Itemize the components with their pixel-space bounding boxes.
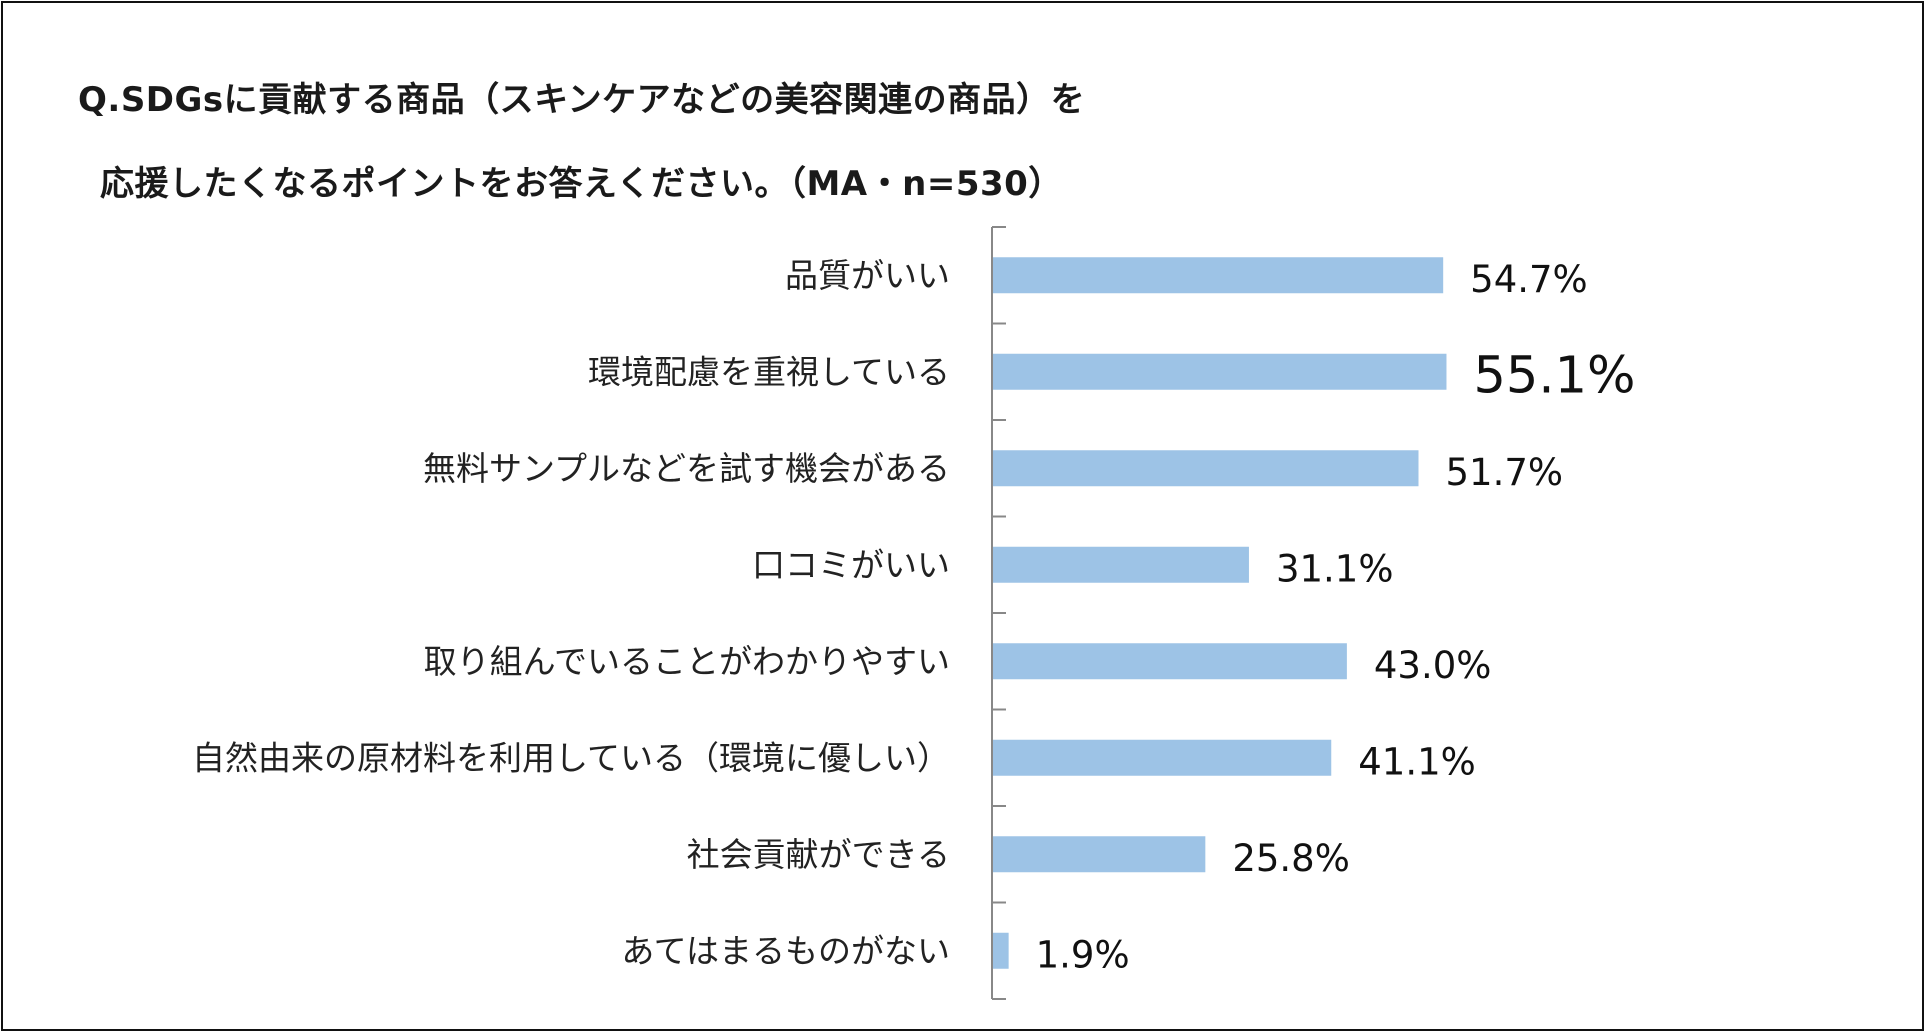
bar	[993, 643, 1347, 680]
bar	[993, 353, 1447, 390]
bar	[993, 546, 1249, 583]
bar	[993, 257, 1444, 294]
category-label: 取り組んでいることがわかりやすい	[424, 642, 950, 681]
category-label: 社会貢献ができる	[687, 835, 950, 874]
data-label: 41.1%	[1358, 740, 1476, 783]
title-line-2: 応援したくなるポイントをお答えください。（MA・n=530）	[100, 164, 1063, 204]
data-label: 43.0%	[1374, 644, 1492, 687]
category-label: 口コミがいい	[752, 545, 950, 584]
bar	[993, 739, 1332, 776]
category-label: 環境配慮を重視している	[588, 352, 950, 391]
title-line-1: Q.SDGsに貢献する商品（スキンケアなどの美容関連の商品）を	[78, 80, 1086, 120]
data-label: 55.1%	[1473, 346, 1635, 405]
data-label: 25.8%	[1232, 837, 1350, 880]
data-label: 1.9%	[1036, 933, 1130, 976]
category-label: 品質がいい	[785, 256, 950, 295]
bar	[993, 932, 1009, 969]
chart-title: Q.SDGsに貢献する商品（スキンケアなどの美容関連の商品）を 応援したくなるポ…	[78, 58, 1085, 226]
data-label: 31.1%	[1276, 547, 1394, 590]
bar	[993, 836, 1206, 873]
category-label: 自然由来の原材料を利用している（環境に優しい）	[192, 738, 950, 777]
category-label: あてはまるものがない	[621, 931, 950, 970]
bar	[993, 450, 1419, 487]
data-label: 54.7%	[1470, 258, 1588, 301]
category-label: 無料サンプルなどを試す機会がある	[423, 449, 950, 488]
data-label: 51.7%	[1445, 451, 1563, 494]
